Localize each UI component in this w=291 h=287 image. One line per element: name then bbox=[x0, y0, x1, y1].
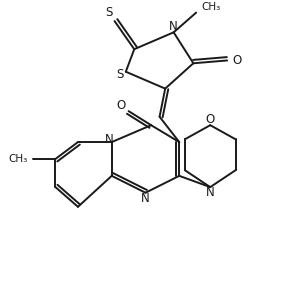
Text: N: N bbox=[141, 192, 150, 205]
Text: N: N bbox=[104, 133, 113, 146]
Text: N: N bbox=[169, 20, 178, 33]
Text: O: O bbox=[117, 99, 126, 112]
Text: S: S bbox=[105, 6, 113, 19]
Text: CH₃: CH₃ bbox=[8, 154, 27, 164]
Text: N: N bbox=[206, 186, 214, 199]
Text: CH₃: CH₃ bbox=[202, 2, 221, 12]
Text: O: O bbox=[206, 113, 215, 126]
Text: S: S bbox=[116, 68, 124, 81]
Text: O: O bbox=[233, 54, 242, 67]
